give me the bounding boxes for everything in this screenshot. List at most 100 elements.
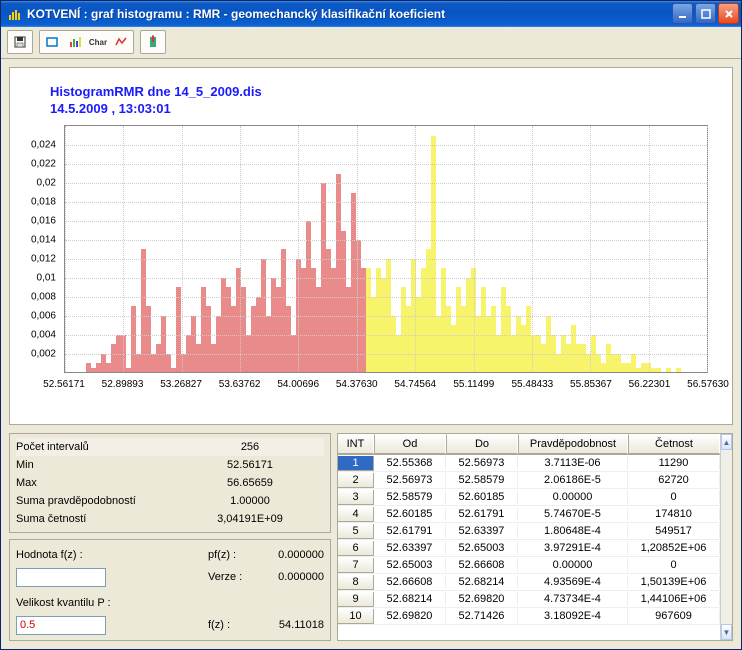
- table-cell: 967609: [628, 609, 720, 623]
- y-tick-label: 0,02: [37, 177, 56, 188]
- stat-label: Suma pravděpodobností: [16, 495, 176, 507]
- table-row[interactable]: 252.5697352.585792.06186E-562720: [338, 472, 720, 489]
- x-tick-label: 54.74564: [394, 379, 436, 390]
- maximize-button[interactable]: [695, 3, 716, 24]
- stat-value: 1.00000: [176, 495, 324, 507]
- stat-label: Min: [16, 459, 176, 471]
- column-header[interactable]: Četnost: [628, 434, 720, 454]
- exit-icon[interactable]: [142, 32, 164, 52]
- x-tick-label: 53.26827: [160, 379, 202, 390]
- y-tick-label: 0,004: [31, 330, 56, 341]
- stat-label: Počet intervalů: [16, 441, 176, 453]
- table-cell: 52.61791: [374, 524, 446, 538]
- view-rect-icon[interactable]: [41, 32, 63, 52]
- chart-panel: HistogramRMR dne 14_5_2009.dis 14.5.2009…: [9, 67, 733, 425]
- table-cell: 4.73734E-4: [518, 592, 628, 606]
- y-tick-label: 0,014: [31, 234, 56, 245]
- table-cell: 1: [338, 456, 374, 471]
- y-tick-label: 0,016: [31, 215, 56, 226]
- table-row[interactable]: 852.6660852.682144.93569E-41,50139E+06: [338, 574, 720, 591]
- table-row[interactable]: 452.6018552.617915.74670E-5174810: [338, 506, 720, 523]
- table-row[interactable]: 352.5857952.601850.000000: [338, 489, 720, 506]
- chart-title-line2: 14.5.2009 , 13:03:01: [50, 101, 712, 118]
- hodnota-label: Hodnota f(z) :: [16, 549, 126, 561]
- table-cell: 62720: [628, 473, 720, 487]
- table-row[interactable]: 652.6339752.650033.97291E-41,20852E+06: [338, 540, 720, 557]
- table-cell: 52.61791: [446, 507, 518, 521]
- column-header[interactable]: Pravděpodobnost: [518, 434, 628, 454]
- table-cell: 1.80648E-4: [518, 524, 628, 538]
- table-cell: 52.60185: [374, 507, 446, 521]
- form-panel: Hodnota f(z) : pf(z) :0.000000 Verze :0.…: [9, 539, 331, 641]
- table-cell: 52.60185: [446, 490, 518, 504]
- fz-value: 54.11018: [264, 619, 324, 631]
- stat-value: 56.65659: [176, 477, 324, 489]
- chart-title: HistogramRMR dne 14_5_2009.dis 14.5.2009…: [50, 84, 712, 118]
- table-cell: 5: [338, 524, 374, 539]
- table-cell: 174810: [628, 507, 720, 521]
- chart-plot: [64, 125, 708, 373]
- x-tick-label: 56.57630: [687, 379, 729, 390]
- table-row[interactable]: 152.5536852.569733.7113E-0611290: [338, 455, 720, 472]
- y-tick-label: 0,022: [31, 158, 56, 169]
- table-cell: 3.18092E-4: [518, 609, 628, 623]
- chart-title-line1: HistogramRMR dne 14_5_2009.dis: [50, 84, 712, 101]
- stat-value: 256: [176, 441, 324, 453]
- y-tick-label: 0,01: [37, 273, 56, 284]
- velikost-label: Velikost kvantilu P :: [16, 597, 176, 609]
- close-button[interactable]: [718, 3, 739, 24]
- hodnota-input[interactable]: [16, 568, 106, 587]
- table-cell: 10: [338, 609, 374, 624]
- stat-label: Max: [16, 477, 176, 489]
- table-cell: 5.74670E-5: [518, 507, 628, 521]
- view-bars-icon[interactable]: [64, 32, 86, 52]
- table-cell: 1,50139E+06: [628, 575, 720, 589]
- toolbar: Char: [1, 27, 741, 59]
- x-tick-label: 55.48433: [512, 379, 554, 390]
- y-tick-label: 0,008: [31, 292, 56, 303]
- x-tick-label: 56.22301: [629, 379, 671, 390]
- histogram-bar: [656, 368, 661, 373]
- x-tick-label: 53.63762: [219, 379, 261, 390]
- save-icon[interactable]: [9, 32, 31, 52]
- column-header[interactable]: Do: [446, 434, 518, 454]
- view-line-icon[interactable]: [110, 32, 132, 52]
- data-table: INTOdDoPravděpodobnostČetnost 152.553685…: [337, 433, 733, 641]
- table-cell: 52.56973: [446, 456, 518, 470]
- y-tick-label: 0,006: [31, 311, 56, 322]
- minimize-button[interactable]: [672, 3, 693, 24]
- table-cell: 52.63397: [374, 541, 446, 555]
- table-cell: 3.97291E-4: [518, 541, 628, 555]
- table-cell: 4: [338, 507, 374, 522]
- view-chart-icon[interactable]: Char: [87, 32, 109, 52]
- table-cell: 0: [628, 558, 720, 572]
- scroll-up-icon[interactable]: ▲: [721, 434, 732, 450]
- stat-value: 52.56171: [176, 459, 324, 471]
- y-tick-label: 0,024: [31, 139, 56, 150]
- table-cell: 0: [628, 490, 720, 504]
- table-row[interactable]: 552.6179152.633971.80648E-4549517: [338, 523, 720, 540]
- y-tick-label: 0,002: [31, 349, 56, 360]
- table-row[interactable]: 752.6500352.666080.000000: [338, 557, 720, 574]
- x-tick-label: 54.00696: [277, 379, 319, 390]
- table-cell: 52.56973: [374, 473, 446, 487]
- stat-label: Suma četností: [16, 513, 176, 525]
- table-scrollbar[interactable]: ▲ ▼: [720, 434, 732, 640]
- table-row[interactable]: 952.6821452.698204.73734E-41,44106E+06: [338, 591, 720, 608]
- y-tick-label: 0,012: [31, 254, 56, 265]
- scroll-down-icon[interactable]: ▼: [721, 624, 732, 640]
- x-tick-label: 54.37630: [336, 379, 378, 390]
- table-row[interactable]: 1052.6982052.714263.18092E-4967609: [338, 608, 720, 625]
- table-cell: 52.63397: [446, 524, 518, 538]
- window-title: KOTVENÍ : graf histogramu : RMR - geomec…: [27, 7, 672, 21]
- table-cell: 52.71426: [446, 609, 518, 623]
- column-header[interactable]: Od: [374, 434, 446, 454]
- table-cell: 52.58579: [374, 490, 446, 504]
- column-header[interactable]: INT: [338, 434, 374, 454]
- x-tick-label: 55.85367: [570, 379, 612, 390]
- velikost-input[interactable]: [16, 616, 106, 635]
- table-cell: 3: [338, 490, 374, 505]
- table-cell: 52.65003: [446, 541, 518, 555]
- histogram-bar: [666, 368, 671, 373]
- x-tick-label: 52.89893: [102, 379, 144, 390]
